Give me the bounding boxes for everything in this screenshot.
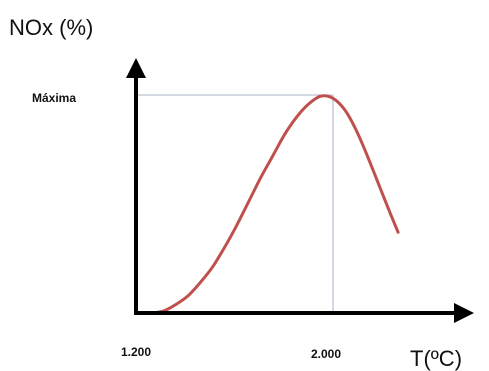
x-tick-label-2: 2.000 bbox=[311, 347, 341, 361]
x-axis-title: T(ºC) bbox=[410, 346, 462, 371]
x-tick-label-1: 1.200 bbox=[121, 345, 151, 359]
y-tick-label-max: Máxima bbox=[32, 91, 76, 105]
series-line bbox=[138, 94, 400, 315]
y-axis-title: NOx (%) bbox=[9, 15, 93, 40]
